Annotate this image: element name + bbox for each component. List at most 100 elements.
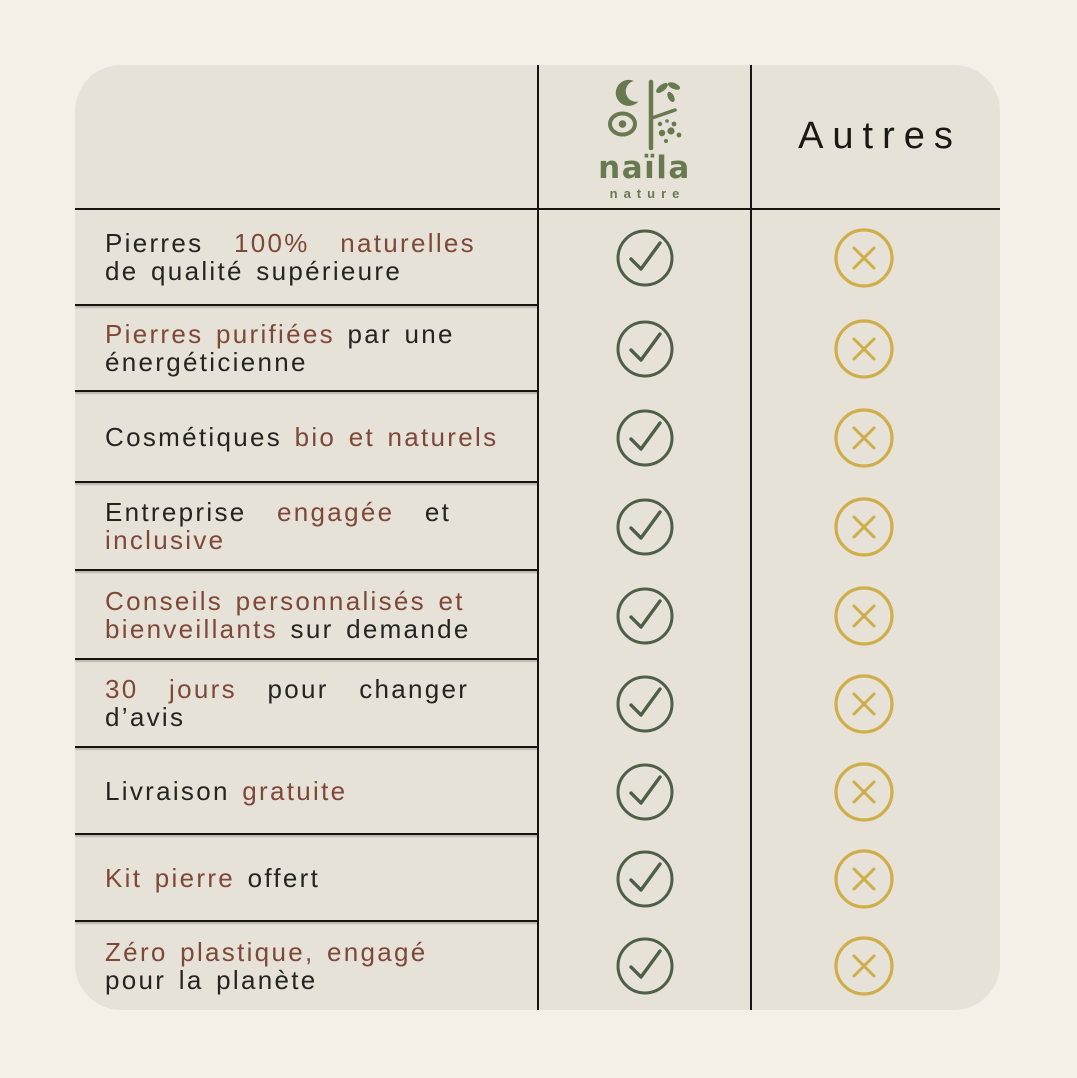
brand-value-cell — [538, 306, 751, 392]
brand-value-cell — [538, 210, 751, 306]
feature-text-line: Entreprise engagée et — [105, 498, 514, 526]
check-circle-icon — [615, 408, 675, 468]
feature-text-segment: offert — [247, 862, 321, 893]
brand-name: naïla — [598, 149, 691, 186]
feature-text-segment: Zéro plastique, engagé — [105, 937, 428, 967]
brand-subtitle: nature — [609, 185, 686, 201]
feature-text-segment: d’avis — [105, 702, 186, 732]
feature-text-segment: et — [424, 497, 452, 527]
others-value-cell — [751, 660, 1000, 748]
feature-text-line: énergéticienne — [105, 348, 514, 376]
others-value-cell — [751, 392, 1000, 483]
brand-value-cell — [538, 660, 751, 748]
check-circle-icon — [615, 936, 675, 996]
feature-text-segment: inclusive — [105, 525, 226, 555]
feature-text-line: inclusive — [105, 526, 514, 554]
feature-label: Zéro plastique, engagé pour la planète — [75, 922, 538, 1010]
feature-text-line: Zéro plastique, engagé — [105, 938, 514, 966]
feature-text-line: Livraison gratuite — [105, 777, 514, 805]
brand-values-column — [538, 210, 751, 1010]
brand-value-cell — [538, 571, 751, 660]
feature-text-segment: sur demande — [290, 613, 471, 644]
check-circle-icon — [615, 228, 675, 288]
feature-text-segment: 30 jours — [105, 674, 237, 704]
feature-text-line: Conseils personnalisés et — [105, 587, 514, 615]
brand-value-cell — [538, 922, 751, 1010]
brand-value-cell — [538, 392, 751, 483]
feature-text-line: de qualité supérieure — [105, 257, 514, 285]
feature-text-segment: Pierres — [105, 228, 204, 258]
column-divider-left — [537, 65, 539, 1010]
feature-text-segment: Cosmétiques — [105, 421, 283, 452]
feature-text-line: Cosmétiques bio et naturels — [105, 423, 514, 451]
table-header: naïla nature Autres — [75, 65, 1000, 210]
features-column: Pierres 100% naturelles de qualité supéri… — [75, 210, 538, 1010]
x-circle-icon — [833, 318, 895, 380]
others-value-cell — [751, 306, 1000, 392]
x-circle-icon — [833, 761, 895, 823]
others-value-cell — [751, 571, 1000, 660]
feature-text-segment: Pierres purifiées — [105, 319, 335, 349]
others-value-cell — [751, 210, 1000, 306]
others-column-title: Autres — [798, 115, 962, 157]
feature-text-segment: par une — [347, 319, 455, 349]
feature-label: Livraison gratuite — [75, 748, 538, 835]
feature-text-segment: Entreprise — [105, 497, 247, 527]
check-circle-icon — [615, 849, 675, 909]
feature-text-segment: gratuite — [242, 775, 348, 806]
naila-moon-plant-logo-icon — [601, 79, 689, 151]
feature-label: Conseils personnalisés et bienveillants s… — [75, 571, 538, 660]
check-circle-icon — [615, 674, 675, 734]
others-value-cell — [751, 922, 1000, 1010]
feature-label: Cosmétiques bio et naturels — [75, 392, 538, 483]
feature-text-line: 30 jours pour changer — [105, 675, 514, 703]
feature-text-segment: bio et naturels — [294, 421, 499, 452]
table-body: Pierres 100% naturelles de qualité supéri… — [75, 210, 1000, 1010]
comparison-table-card: naïla nature Autres Pierres 100% naturel… — [75, 65, 1000, 1010]
feature-text-segment: pour changer — [267, 674, 470, 704]
check-circle-icon — [615, 319, 675, 379]
feature-text-line: Pierres purifiées par une — [105, 320, 514, 348]
feature-text-segment: bienveillants — [105, 613, 278, 644]
x-circle-icon — [833, 407, 895, 469]
feature-text-segment: engagée — [277, 497, 395, 527]
others-value-cell — [751, 483, 1000, 571]
feature-text-line: pour la planète — [105, 966, 514, 994]
header-empty-cell — [75, 65, 538, 208]
brand-value-cell — [538, 483, 751, 571]
feature-label: Pierres purifiées par une énergéticienne — [75, 306, 538, 392]
others-value-cell — [751, 835, 1000, 922]
feature-text-segment: Livraison — [105, 775, 230, 806]
brand-header-cell: naïla nature — [538, 65, 751, 208]
column-divider-right — [750, 65, 752, 1010]
feature-text-segment: pour la planète — [105, 965, 318, 995]
brand-value-cell — [538, 748, 751, 835]
x-circle-icon — [833, 673, 895, 735]
others-header-cell: Autres — [751, 65, 1000, 208]
feature-text-segment: de qualité supérieure — [105, 256, 403, 286]
others-value-cell — [751, 748, 1000, 835]
feature-text-segment: 100% naturelles — [234, 228, 476, 258]
others-values-column — [751, 210, 1000, 1010]
x-circle-icon — [833, 227, 895, 289]
check-circle-icon — [615, 586, 675, 646]
feature-text-line: bienveillants sur demande — [105, 615, 514, 643]
feature-label: Entreprise engagée et inclusive — [75, 483, 538, 571]
feature-label: 30 jours pour changer d’avis — [75, 660, 538, 748]
feature-text-segment: Conseils personnalisés et — [105, 585, 465, 616]
feature-text-line: Kit pierre offert — [105, 864, 514, 892]
feature-text-line: Pierres 100% naturelles — [105, 229, 514, 257]
check-circle-icon — [615, 762, 675, 822]
brand-value-cell — [538, 835, 751, 922]
feature-text-segment: énergéticienne — [105, 347, 308, 377]
check-circle-icon — [615, 497, 675, 557]
x-circle-icon — [833, 585, 895, 647]
x-circle-icon — [833, 935, 895, 997]
x-circle-icon — [833, 848, 895, 910]
x-circle-icon — [833, 496, 895, 558]
feature-text-line: d’avis — [105, 703, 514, 731]
feature-text-segment: Kit pierre — [105, 862, 236, 893]
feature-label: Pierres 100% naturelles de qualité supéri… — [75, 210, 538, 306]
feature-label: Kit pierre offert — [75, 835, 538, 922]
